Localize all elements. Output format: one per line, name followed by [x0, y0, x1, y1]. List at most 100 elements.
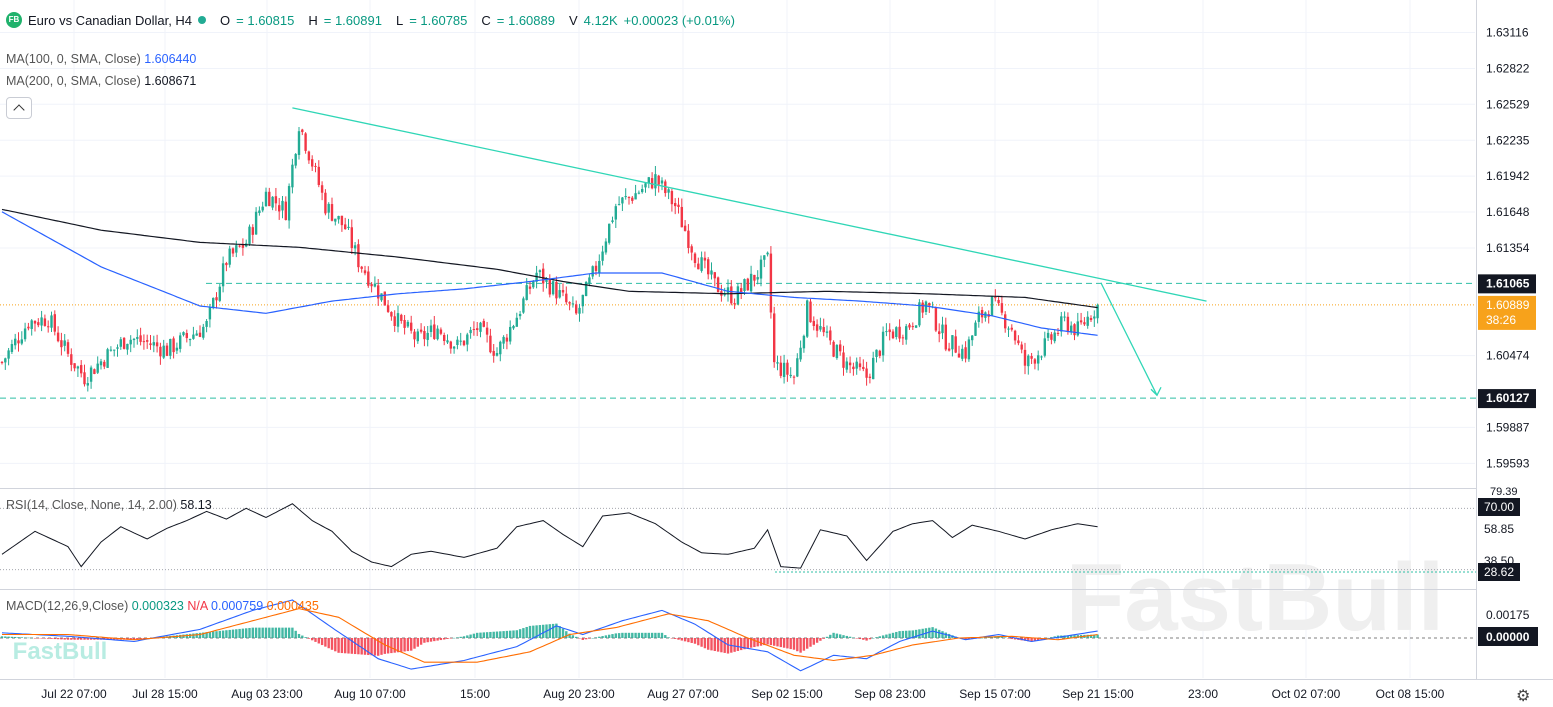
candle-body [172, 338, 175, 353]
candle-body [561, 290, 565, 293]
candle-body [848, 362, 852, 366]
candle-body [149, 343, 152, 346]
macd-label: MACD(12,26,9,Close) [6, 599, 129, 613]
ma200-legend[interactable]: MA(200, 0, SMA, Close) 1.608671 [6, 74, 196, 88]
candle-body [83, 372, 86, 385]
candle-body [611, 220, 614, 223]
candle-body [327, 203, 330, 213]
price-tick-label: 1.59887 [1486, 420, 1530, 434]
macd-histogram-bar [20, 637, 23, 638]
candle-body [109, 349, 113, 351]
settings-gear-icon[interactable]: ⚙ [1516, 688, 1531, 705]
macd-histogram-bar [301, 635, 304, 638]
candle-body [106, 349, 109, 368]
candle-body [634, 193, 637, 200]
rsi-line [1, 503, 1098, 569]
candle-body [116, 347, 119, 349]
candle-body [799, 347, 802, 360]
candle-body [126, 343, 129, 350]
macd-pane [0, 599, 1476, 672]
collapse-legend-button[interactable] [6, 97, 32, 119]
candle-body [317, 166, 320, 185]
candle-body [1063, 316, 1066, 318]
macd-histogram-bar [393, 638, 396, 653]
candle-body [162, 345, 165, 358]
chart-title[interactable]: Euro vs Canadian Dollar, H4 [28, 12, 193, 28]
candle-body [439, 329, 443, 334]
candle-body [330, 204, 334, 221]
macd-histogram-bar [934, 628, 938, 638]
low-label: L [395, 12, 404, 28]
candle-body [452, 346, 456, 349]
candle-body [944, 324, 947, 350]
macd-histogram-bar [964, 638, 967, 640]
candle-body [462, 340, 466, 346]
candle-body [604, 241, 608, 253]
candle-body [601, 251, 604, 261]
macd-histogram-bar [410, 638, 413, 651]
candle-body [380, 293, 383, 301]
candlestick-series[interactable] [0, 126, 1099, 392]
macd-histogram-bar [83, 638, 86, 640]
price-axis[interactable]: 1.63116 1.62822 1.62529 1.62235 1.61942 1.616… [775, 0, 1553, 679]
candle-body [274, 196, 278, 204]
macd-histogram-bar [271, 627, 274, 638]
candle-body [670, 191, 674, 205]
macd-histogram-bar [703, 638, 707, 649]
candle-body [96, 363, 99, 373]
macd-histogram-bar [363, 638, 367, 655]
candle-body [235, 245, 238, 253]
time-axis[interactable]: Jul 22 07:00 Jul 28 15:00 Aug 03 23:00 Aug … [41, 687, 1444, 701]
candle-body [538, 270, 542, 273]
macd-histogram-bar [1070, 635, 1073, 638]
macd-histogram-bar [238, 628, 241, 638]
macd-histogram-bar [73, 638, 76, 640]
candle-body [809, 301, 812, 323]
candle-body [974, 322, 977, 336]
macd-histogram-bar [736, 638, 740, 651]
candle-body [934, 307, 938, 331]
macd-histogram-bar [624, 632, 627, 638]
macd-histogram-bar [868, 638, 872, 640]
candle-body [641, 189, 644, 193]
change-value: +0.00023 (+0.01%) [623, 12, 735, 28]
macd-signal-value: 0.000759 [211, 599, 264, 613]
candle-body [47, 326, 50, 328]
candle-body [23, 328, 27, 340]
macd-histogram-bar [928, 627, 931, 638]
candle-body [740, 288, 743, 293]
macd-histogram-bar [231, 629, 235, 638]
macd-histogram-bar [548, 624, 551, 638]
candle-body [357, 244, 360, 268]
rsi-legend[interactable]: RSI(14, Close, None, 14, 2.00) 58.13 [6, 498, 212, 512]
macd-histogram-bar [7, 636, 10, 638]
macd-histogram-bar [423, 638, 426, 643]
candle-body [261, 206, 264, 211]
trendline-drawings[interactable] [292, 107, 1207, 397]
macd-histogram-bar [304, 637, 307, 638]
candle-body [254, 211, 258, 235]
candle-body [865, 368, 868, 378]
macd-histogram-bar [334, 638, 337, 652]
macd-histogram-bar [1076, 635, 1079, 638]
candle-body [832, 341, 835, 357]
ma100-legend[interactable]: MA(100, 0, SMA, Close) 1.606440 [6, 52, 196, 66]
macd-histogram-bar [674, 638, 677, 639]
candle-body [568, 302, 571, 304]
candle-body [353, 245, 357, 249]
macd-histogram-bar [921, 628, 924, 638]
macd-legend[interactable]: MACD(12,26,9,Close) 0.000323 N/A 0.00075… [6, 599, 319, 613]
macd-histogram-bar [799, 638, 802, 653]
candle-body [400, 314, 403, 321]
macd-histogram-bar [650, 632, 654, 638]
macd-histogram-bar [268, 627, 271, 638]
macd-histogram-bar [677, 638, 680, 640]
candle-body [268, 191, 271, 207]
candle-body [581, 294, 584, 307]
macd-histogram-bar [697, 638, 700, 646]
candle-body [736, 286, 740, 305]
candle-body [1053, 332, 1056, 342]
time-tick-label: Jul 28 15:00 [132, 687, 198, 701]
macd-histogram-bar [251, 627, 254, 638]
